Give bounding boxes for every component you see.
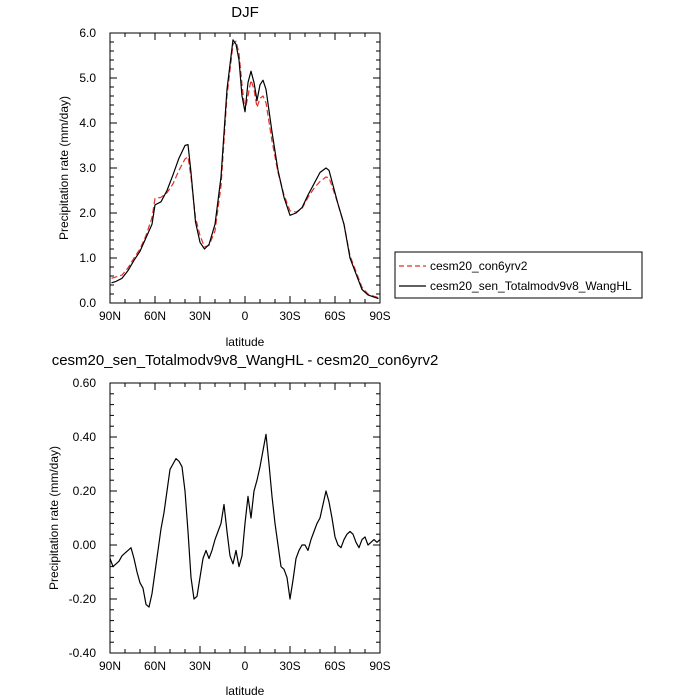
bottom-panel: cesm20_sen_Totalmodv9v8_WangHL - cesm20_… — [47, 352, 438, 698]
x-tick-label: 90N — [99, 309, 121, 323]
top-tick-layer: 90N 60N 30N 0 30S 60S 90S 0.0 1.0 2.0 3.0 4.0 5.0 6.0 — [79, 26, 390, 323]
x-tick-label: 30N — [189, 659, 211, 673]
x-tick-label: 60N — [144, 309, 166, 323]
top-x-axis-label: latitude — [226, 335, 265, 349]
bottom-chart-title: cesm20_sen_Totalmodv9v8_WangHL - cesm20_… — [52, 352, 439, 369]
x-tick-label: 90S — [369, 659, 390, 673]
bottom-y-axis-label: Precipitation rate (mm/day) — [47, 446, 61, 590]
y-tick-label: -0.20 — [69, 592, 97, 606]
y-tick-label: 0.60 — [73, 376, 97, 390]
x-tick-label: 30S — [279, 659, 300, 673]
x-tick-label: 60S — [324, 309, 345, 323]
bottom-tick-layer: 90N 60N 30N 0 30S 60S 90S -0.40 -0.20 0.00 0.20 0.4… — [69, 376, 391, 673]
y-tick-label: 6.0 — [79, 26, 96, 40]
series-line-1-0 — [109, 433, 381, 608]
y-tick-label: 5.0 — [79, 71, 96, 85]
x-tick-label: 30S — [279, 309, 300, 323]
x-tick-label: 30N — [189, 309, 211, 323]
y-tick-label: 1.0 — [79, 251, 96, 265]
legend-label-wanghl: cesm20_sen_Totalmodv9v8_WangHL — [430, 279, 632, 293]
y-tick-label: 2.0 — [79, 206, 96, 220]
x-tick-label: 90S — [369, 309, 390, 323]
legend: cesm20_con6yrv2 cesm20_sen_Totalmodv9v8_… — [394, 251, 643, 299]
x-tick-label: 60N — [144, 659, 166, 673]
top-y-axis-label: Precipitation rate (mm/day) — [57, 96, 71, 240]
y-tick-label: 3.0 — [79, 161, 96, 175]
legend-label-con6yrv2: cesm20_con6yrv2 — [430, 259, 528, 273]
y-tick-label: 4.0 — [79, 116, 96, 130]
top-panel: DJF 90N 60N 30N 0 30S 60S 90S 0.0 1.0 2.0 3.0 4.0 5.… — [57, 4, 391, 349]
legend-box — [394, 251, 643, 299]
bottom-x-axis-label: latitude — [226, 684, 265, 698]
y-tick-label: 0.20 — [73, 484, 97, 498]
y-tick-label: 0.40 — [73, 430, 97, 444]
x-tick-label: 60S — [324, 659, 345, 673]
series-line-0-1 — [111, 39, 379, 300]
x-tick-label: 0 — [242, 659, 249, 673]
y-tick-label: 0.0 — [79, 296, 96, 310]
x-tick-label: 90N — [99, 659, 121, 673]
x-tick-label: 0 — [242, 309, 249, 323]
bottom-series-layer — [109, 433, 381, 608]
top-series-layer — [111, 39, 379, 300]
y-tick-label: 0.00 — [73, 538, 97, 552]
top-chart-title: DJF — [231, 4, 259, 21]
top-plot-frame — [109, 32, 381, 304]
series-line-0-0 — [111, 40, 379, 299]
y-tick-label: -0.40 — [69, 646, 97, 660]
